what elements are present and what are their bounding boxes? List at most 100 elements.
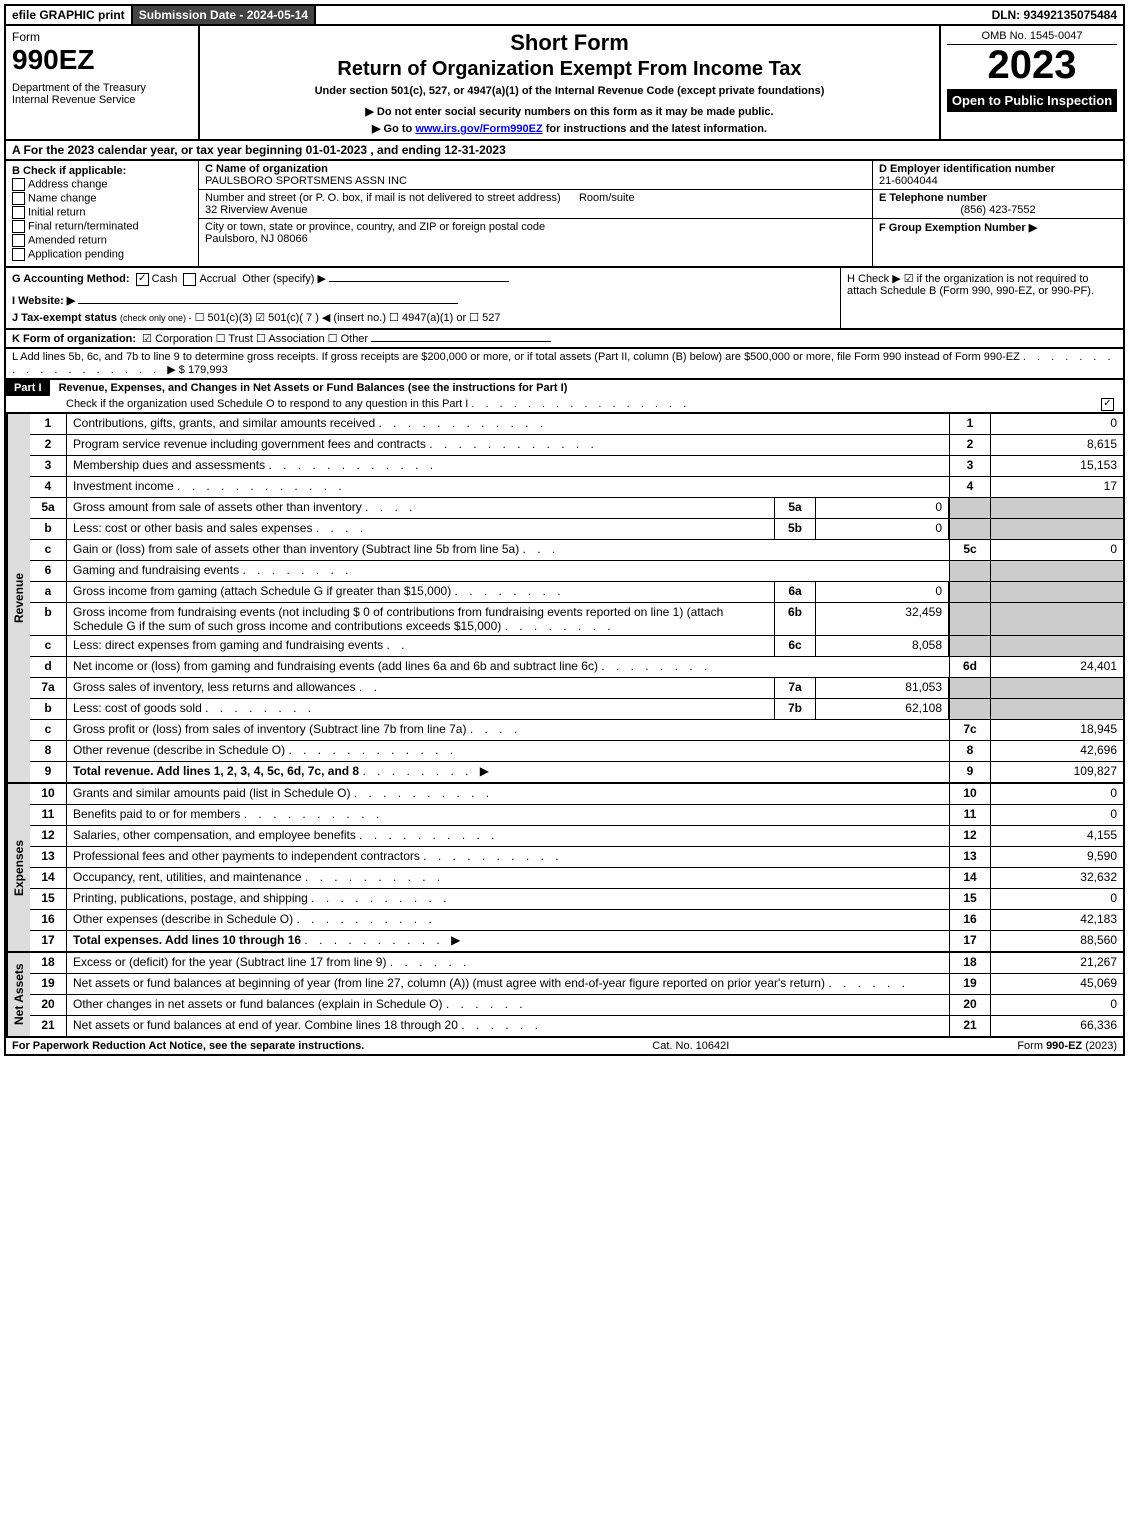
chk-final-return[interactable]: Final return/terminated bbox=[12, 220, 192, 233]
line-description: Salaries, other compensation, and employ… bbox=[67, 826, 949, 846]
row-k: K Form of organization: ☑ Corporation ☐ … bbox=[4, 330, 1125, 349]
line-number: b bbox=[30, 519, 67, 539]
d-ein-block: D Employer identification number 21-6004… bbox=[873, 161, 1123, 190]
form-header: Form 990EZ Department of the Treasury In… bbox=[4, 26, 1125, 141]
mid-label: 6b bbox=[774, 603, 816, 635]
line-description: Membership dues and assessments . . . . … bbox=[67, 456, 949, 476]
mid-label: 6a bbox=[774, 582, 816, 602]
end-value: 0 bbox=[991, 784, 1123, 804]
mid-label: 6c bbox=[774, 636, 816, 656]
line-number: c bbox=[30, 720, 67, 740]
line-description: Gross income from gaming (attach Schedul… bbox=[67, 582, 774, 602]
line-20: 20Other changes in net assets or fund ba… bbox=[30, 995, 1123, 1016]
end-label: 3 bbox=[949, 456, 991, 476]
goto-line: ▶ Go to www.irs.gov/Form990EZ for instru… bbox=[206, 122, 933, 135]
line-7c: cGross profit or (loss) from sales of in… bbox=[30, 720, 1123, 741]
footer-left: For Paperwork Reduction Act Notice, see … bbox=[12, 1040, 364, 1052]
line-description: Other expenses (describe in Schedule O) … bbox=[67, 910, 949, 930]
org-address: 32 Riverview Avenue bbox=[205, 204, 308, 216]
f-label: F Group Exemption Number ▶ bbox=[879, 222, 1037, 234]
line-number: 2 bbox=[30, 435, 67, 455]
end-value: 21,267 bbox=[991, 953, 1123, 973]
end-label: 11 bbox=[949, 805, 991, 825]
end-value: 15,153 bbox=[991, 456, 1123, 476]
line-description: Professional fees and other payments to … bbox=[67, 847, 949, 867]
line-description: Grants and similar amounts paid (list in… bbox=[67, 784, 949, 804]
k-label: K Form of organization: bbox=[12, 333, 136, 345]
chk-initial-return[interactable]: Initial return bbox=[12, 206, 192, 219]
line-number: 5a bbox=[30, 498, 67, 518]
line-8: 8Other revenue (describe in Schedule O) … bbox=[30, 741, 1123, 762]
end-value: 0 bbox=[991, 995, 1123, 1015]
line-description: Benefits paid to or for members . . . . … bbox=[67, 805, 949, 825]
mid-value: 32,459 bbox=[816, 603, 949, 635]
line-10: 10Grants and similar amounts paid (list … bbox=[30, 784, 1123, 805]
j-sub: (check only one) - bbox=[120, 313, 192, 323]
line-number: 16 bbox=[30, 910, 67, 930]
c-name-block: C Name of organization PAULSBORO SPORTSM… bbox=[199, 161, 872, 190]
mid-label: 7b bbox=[774, 699, 816, 719]
end-value bbox=[991, 519, 1123, 539]
j-options: ☐ 501(c)(3) ☑ 501(c)( 7 ) ◀ (insert no.)… bbox=[195, 312, 501, 324]
website-input[interactable] bbox=[78, 303, 458, 304]
end-label: 14 bbox=[949, 868, 991, 888]
line-number: 12 bbox=[30, 826, 67, 846]
org-city: Paulsboro, NJ 08066 bbox=[205, 233, 308, 245]
chk-schedule-o[interactable]: ✓ bbox=[1101, 398, 1114, 411]
end-label: 2 bbox=[949, 435, 991, 455]
irs-link[interactable]: www.irs.gov/Form990EZ bbox=[415, 123, 542, 135]
line-number: 10 bbox=[30, 784, 67, 804]
end-label: 21 bbox=[949, 1016, 991, 1036]
end-value: 0 bbox=[991, 414, 1123, 434]
end-label bbox=[949, 561, 991, 581]
end-value: 17 bbox=[991, 477, 1123, 497]
line-18: 18Excess or (deficit) for the year (Subt… bbox=[30, 953, 1123, 974]
line-number: d bbox=[30, 657, 67, 677]
line-description: Less: direct expenses from gaming and fu… bbox=[67, 636, 774, 656]
efile-label[interactable]: efile GRAPHIC print bbox=[6, 6, 133, 24]
end-value: 88,560 bbox=[991, 931, 1123, 951]
mid-value: 81,053 bbox=[816, 678, 949, 698]
chk-amended-return[interactable]: Amended return bbox=[12, 234, 192, 247]
line-6d: dNet income or (loss) from gaming and fu… bbox=[30, 657, 1123, 678]
end-value: 42,183 bbox=[991, 910, 1123, 930]
goto-post: for instructions and the latest informat… bbox=[546, 123, 767, 135]
g-other-input[interactable] bbox=[329, 281, 509, 282]
chk-application-pending[interactable]: Application pending bbox=[12, 248, 192, 261]
line-1: 1Contributions, gifts, grants, and simil… bbox=[30, 414, 1123, 435]
footer-right: Form 990-EZ (2023) bbox=[1017, 1040, 1117, 1052]
line-6: 6Gaming and fundraising events . . . . .… bbox=[30, 561, 1123, 582]
chk-name-change[interactable]: Name change bbox=[12, 192, 192, 205]
expenses-section: Expenses 10Grants and similar amounts pa… bbox=[4, 784, 1125, 953]
line-7b: bLess: cost of goods sold . . . . . . . … bbox=[30, 699, 1123, 720]
mid-label: 7a bbox=[774, 678, 816, 698]
end-label: 16 bbox=[949, 910, 991, 930]
end-label: 9 bbox=[949, 762, 991, 782]
line-number: b bbox=[30, 603, 67, 635]
line-5a: 5aGross amount from sale of assets other… bbox=[30, 498, 1123, 519]
line-description: Gaming and fundraising events . . . . . … bbox=[67, 561, 949, 581]
line-description: Occupancy, rent, utilities, and maintena… bbox=[67, 868, 949, 888]
chk-address-change[interactable]: Address change bbox=[12, 178, 192, 191]
phone-value: (856) 423-7552 bbox=[879, 204, 1117, 216]
line-number: 13 bbox=[30, 847, 67, 867]
line-5b: bLess: cost or other basis and sales exp… bbox=[30, 519, 1123, 540]
line-19: 19Net assets or fund balances at beginni… bbox=[30, 974, 1123, 995]
end-label bbox=[949, 582, 991, 602]
end-value: 66,336 bbox=[991, 1016, 1123, 1036]
mid-value: 0 bbox=[816, 519, 949, 539]
line-number: a bbox=[30, 582, 67, 602]
line-description: Total expenses. Add lines 10 through 16 … bbox=[67, 931, 949, 951]
end-label: 19 bbox=[949, 974, 991, 994]
line-description: Other revenue (describe in Schedule O) .… bbox=[67, 741, 949, 761]
chk-accrual[interactable] bbox=[183, 273, 196, 286]
k-other-input[interactable] bbox=[371, 341, 551, 342]
d-label: D Employer identification number bbox=[879, 163, 1055, 175]
end-value: 0 bbox=[991, 805, 1123, 825]
end-label: 18 bbox=[949, 953, 991, 973]
end-label: 17 bbox=[949, 931, 991, 951]
end-value bbox=[991, 582, 1123, 602]
end-label: 5c bbox=[949, 540, 991, 560]
chk-cash[interactable]: ✓ bbox=[136, 273, 149, 286]
end-label: 20 bbox=[949, 995, 991, 1015]
